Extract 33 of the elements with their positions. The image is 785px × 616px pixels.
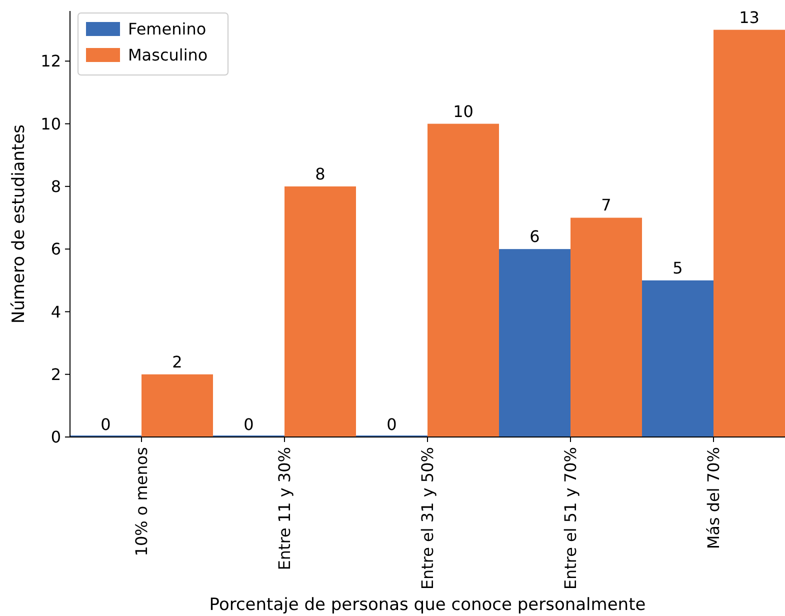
data-label: 6 — [530, 227, 540, 246]
data-label: 2 — [172, 352, 182, 372]
y-tick-label: 4 — [50, 302, 61, 322]
bar — [642, 280, 714, 437]
bar — [142, 374, 213, 437]
data-label: 7 — [601, 196, 612, 215]
data-label: 0 — [100, 415, 111, 434]
y-tick-label: 8 — [50, 177, 61, 196]
y-tick-label: 12 — [40, 52, 61, 71]
y-tick-label: 10 — [40, 114, 61, 134]
y-axis-title: Número de estudiantes — [9, 124, 29, 324]
y-tick-label: 0 — [50, 428, 61, 447]
data-label: 0 — [244, 415, 254, 434]
bar — [284, 186, 356, 437]
data-label: 8 — [315, 164, 326, 184]
y-tick-label: 6 — [50, 240, 61, 259]
x-tick-label: Entre 11 y 30% — [275, 447, 294, 570]
x-tick-label: Entre el 31 y 50% — [418, 447, 438, 590]
data-label: 10 — [453, 102, 474, 121]
data-label: 13 — [739, 8, 760, 27]
y-tick-label: 2 — [50, 364, 61, 384]
bar — [428, 124, 499, 437]
bar — [714, 30, 785, 437]
bar — [499, 249, 570, 437]
data-label: 5 — [672, 258, 683, 278]
x-tick-label: Entre el 51 y 70% — [561, 447, 580, 590]
legend-label: Femenino — [128, 20, 206, 39]
x-axis-title: Porcentaje de personas que conoce personalmente — [209, 595, 646, 615]
bar — [570, 218, 642, 437]
legend-label: Masculino — [128, 46, 208, 65]
x-tick-label: Más del 70% — [704, 447, 724, 550]
x-tick-label: 10% o menos — [132, 447, 152, 556]
data-label: 0 — [386, 415, 397, 434]
